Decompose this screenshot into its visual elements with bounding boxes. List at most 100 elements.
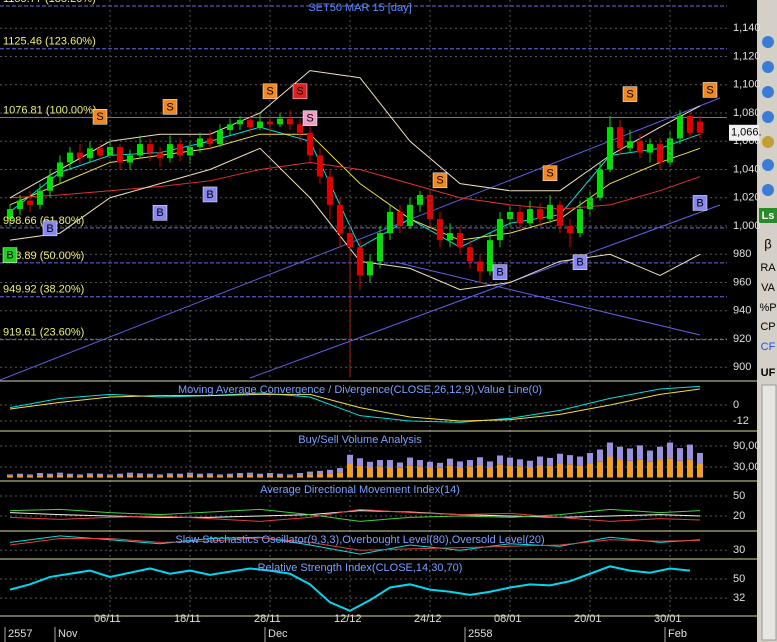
volume-bar	[317, 470, 323, 475]
y-tick-label: 50	[733, 490, 745, 502]
indicator-line	[9, 388, 701, 422]
panel-title: Slow Stochastics Oscillator(9,3,3),Overb…	[175, 534, 544, 546]
candle-body	[57, 162, 63, 177]
volume-bar	[537, 456, 543, 465]
tool-label[interactable]: UF	[761, 367, 776, 379]
candle-body	[147, 144, 153, 153]
volume-bar	[607, 442, 613, 457]
volume-bar	[607, 456, 613, 478]
volume-bar	[407, 465, 413, 478]
tool-icon[interactable]	[762, 86, 774, 98]
volume-bar	[617, 460, 623, 478]
tool-icon[interactable]	[762, 159, 774, 171]
volume-bar	[497, 455, 503, 465]
volume-bar	[507, 457, 513, 466]
tool-icon[interactable]	[762, 136, 774, 148]
y-tick-label: 1,040	[733, 163, 761, 175]
x-tick-label: 28/11	[254, 613, 281, 625]
volume-bar	[457, 467, 463, 478]
volume-bar	[237, 472, 243, 476]
candle-body	[467, 247, 473, 262]
tool-label[interactable]: CF	[761, 341, 776, 353]
signal-marker	[42, 220, 58, 237]
volume-bar	[287, 474, 293, 476]
tool-label[interactable]: %P	[759, 302, 776, 314]
volume-bar	[407, 457, 413, 466]
candle-body	[437, 218, 443, 241]
volume-bar	[547, 465, 553, 478]
volume-bar	[357, 465, 363, 478]
volume-bar	[307, 471, 313, 475]
last-price-box	[729, 124, 759, 141]
volume-bar	[217, 475, 223, 478]
volume-bar	[587, 453, 593, 464]
trend-line	[0, 97, 721, 381]
indicator-line	[9, 161, 701, 210]
signal-marker	[432, 172, 448, 189]
tool-label[interactable]: RA	[760, 262, 776, 274]
volume-bar	[447, 458, 453, 466]
volume-bar	[197, 475, 203, 478]
panel	[0, 5, 727, 378]
panel	[0, 495, 727, 522]
volume-bar	[677, 460, 683, 478]
tool-button[interactable]	[759, 208, 777, 223]
volume-bar	[47, 473, 53, 476]
volume-bar	[107, 475, 113, 478]
tool-label[interactable]: Ls	[762, 210, 775, 222]
fib-label: 949.92 (38.20%)	[3, 284, 84, 296]
volume-bar	[487, 467, 493, 478]
candle-body	[307, 132, 313, 156]
panel	[0, 565, 727, 612]
volume-bar	[27, 474, 33, 476]
volume-bar	[117, 473, 123, 476]
candle-body	[687, 115, 693, 133]
volume-bar	[127, 474, 133, 478]
volume-bar	[627, 460, 633, 478]
tool-label[interactable]: CP	[760, 321, 775, 333]
volume-bar	[187, 474, 193, 478]
volume-bar	[567, 455, 573, 465]
candle-body	[497, 218, 503, 241]
signal-marker	[2, 247, 18, 263]
tool-icon[interactable]	[762, 111, 774, 123]
volume-bar	[297, 472, 303, 476]
volume-bar	[347, 463, 353, 478]
indicator-line	[9, 508, 701, 522]
volume-bar	[667, 458, 673, 478]
volume-bar	[37, 475, 43, 478]
signal-marker	[92, 108, 108, 125]
volume-bar	[167, 473, 173, 476]
x-tick-label: 24/12	[414, 613, 442, 625]
scrollbar[interactable]	[761, 384, 777, 641]
volume-bar	[677, 448, 683, 461]
volume-bar	[517, 466, 523, 478]
volume-bar	[597, 449, 603, 462]
volume-bar	[147, 475, 153, 478]
candle-body	[267, 121, 273, 125]
tool-icon[interactable]	[762, 36, 774, 48]
candle-body	[657, 144, 663, 163]
volume-bar	[167, 475, 173, 478]
candle-body	[627, 141, 633, 149]
volume-bar	[297, 475, 303, 478]
signal-label: B	[6, 250, 13, 262]
volume-bar	[657, 460, 663, 478]
candle-body	[447, 233, 453, 241]
trend-line	[394, 261, 701, 336]
volume-bar	[327, 469, 333, 474]
signal-label: B	[496, 267, 503, 279]
tool-label[interactable]: VA	[761, 282, 776, 294]
trend-lines	[0, 97, 721, 381]
signal-marker	[292, 83, 308, 100]
tool-icon[interactable]	[762, 184, 774, 196]
y-tick-label: 1,020	[733, 192, 761, 204]
volume-bar	[267, 475, 273, 478]
tool-icon[interactable]	[762, 61, 774, 73]
candle-body	[287, 118, 293, 125]
volume-bar	[177, 475, 183, 478]
tool-label[interactable]: β	[764, 236, 771, 251]
volume-bar	[417, 460, 423, 467]
volume-bar	[357, 458, 363, 466]
volume-bar	[87, 475, 93, 478]
